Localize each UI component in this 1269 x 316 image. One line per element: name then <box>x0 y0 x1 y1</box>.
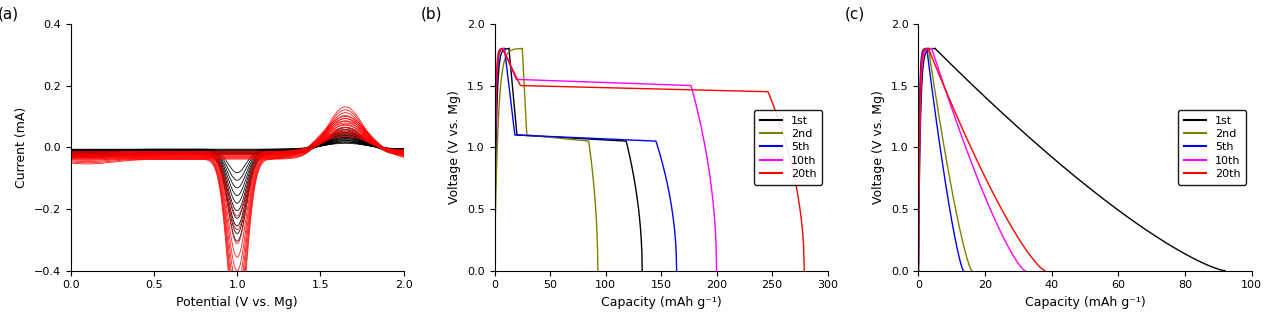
Text: (c): (c) <box>845 7 865 22</box>
Text: (a): (a) <box>0 7 19 22</box>
X-axis label: Capacity (mAh g⁻¹): Capacity (mAh g⁻¹) <box>1024 296 1146 309</box>
Y-axis label: Current (mA): Current (mA) <box>15 107 28 188</box>
Legend: 1st, 2nd, 5th, 10th, 20th: 1st, 2nd, 5th, 10th, 20th <box>754 110 822 185</box>
Y-axis label: Voltage (V vs. Mg): Voltage (V vs. Mg) <box>872 90 886 204</box>
X-axis label: Potential (V vs. Mg): Potential (V vs. Mg) <box>176 296 298 309</box>
X-axis label: Capacity (mAh g⁻¹): Capacity (mAh g⁻¹) <box>600 296 722 309</box>
Text: (b): (b) <box>421 7 443 22</box>
Legend: 1st, 2nd, 5th, 10th, 20th: 1st, 2nd, 5th, 10th, 20th <box>1178 110 1246 185</box>
Y-axis label: Voltage (V vs. Mg): Voltage (V vs. Mg) <box>448 90 462 204</box>
